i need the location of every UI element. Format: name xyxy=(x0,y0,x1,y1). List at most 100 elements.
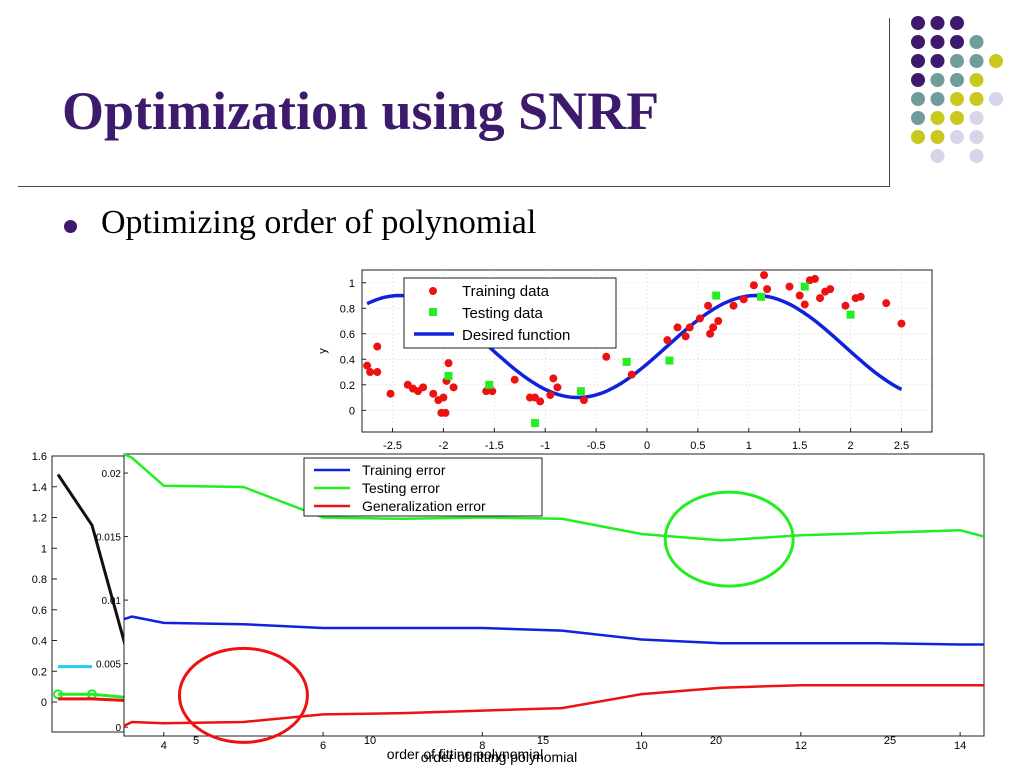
error-series-line xyxy=(123,683,984,727)
data-fit-chart: -2.5 -2 -1.5 -1 -0.5 0 0.5 1 1.5 2 2.5 0 0.2 0.4 0.6 0.… xyxy=(317,269,933,452)
x-tick-label: 1.5 xyxy=(792,440,807,452)
decor-dot xyxy=(930,35,945,49)
decor-dot xyxy=(911,54,925,68)
background-series-line xyxy=(58,692,127,699)
training-data-point xyxy=(510,375,519,384)
training-data-point xyxy=(373,342,382,351)
training-data-point xyxy=(363,361,372,370)
testing-data-point xyxy=(622,357,631,366)
background-x-tick-label: 5 xyxy=(193,735,199,747)
decor-dot xyxy=(950,111,964,125)
training-data-point xyxy=(810,274,819,283)
training-data-point xyxy=(444,359,453,368)
bullet-text: Optimizing order of polynomial xyxy=(101,204,537,241)
decor-dot xyxy=(911,73,925,87)
decor-dot xyxy=(969,111,984,125)
error-vs-order-chart: 0 0.005 0.01 0.015 0.02 4 6 8 10 12 14 order of fit… xyxy=(96,452,985,765)
testing-data-point xyxy=(576,387,585,396)
decor-dot xyxy=(969,35,984,49)
training-data-point xyxy=(695,314,704,323)
testing-data-point xyxy=(444,371,453,380)
training-data-point xyxy=(763,285,772,294)
decor-dot xyxy=(950,130,964,144)
slide-title: Optimization using SNRF xyxy=(62,81,660,141)
x-tick-label: 6 xyxy=(320,740,326,752)
decor-dot xyxy=(930,54,945,68)
legend-testing-label: Testing data xyxy=(462,305,544,322)
training-data-point xyxy=(800,300,809,309)
y-tick-label: 0 xyxy=(41,697,47,709)
decor-dot xyxy=(911,111,925,125)
highlight-ellipse xyxy=(663,490,795,588)
decor-dot xyxy=(930,111,945,125)
training-data-point xyxy=(709,323,718,332)
y-tick-label: 0.8 xyxy=(32,574,47,586)
training-data-point xyxy=(386,389,395,398)
testing-data-point xyxy=(531,419,540,428)
training-data-point xyxy=(366,368,375,377)
legend-box xyxy=(403,277,617,349)
decor-dot xyxy=(989,54,1003,68)
training-data-point xyxy=(685,323,694,332)
testing-data-point xyxy=(712,291,721,300)
training-data-point xyxy=(579,396,588,405)
y-tick-label: 0.02 xyxy=(102,469,122,480)
training-data-point xyxy=(449,383,458,392)
y-tick-label: 0 xyxy=(115,723,121,734)
y-tick-label: 0.005 xyxy=(96,660,121,671)
decor-dot xyxy=(969,149,984,163)
x-tick-label: 12 xyxy=(795,740,807,752)
y-tick-label: 0.015 xyxy=(96,533,121,544)
highlight-ellipse xyxy=(177,646,309,744)
y-axis-label: y xyxy=(317,348,329,354)
legend-label: Training error xyxy=(362,462,446,478)
y-tick-label: 0 xyxy=(349,405,355,417)
y-tick-label: 0.2 xyxy=(340,380,355,392)
y-tick-label: 1 xyxy=(41,543,47,555)
decor-dot xyxy=(950,54,964,68)
training-data-point xyxy=(488,387,497,396)
training-data-point xyxy=(841,301,850,310)
x-tick-label: 2.5 xyxy=(894,440,909,452)
y-tick-label: 1.4 xyxy=(32,482,47,494)
training-data-point xyxy=(441,408,450,417)
y-tick-label: 1.6 xyxy=(32,451,47,463)
training-data-point xyxy=(419,383,428,392)
background-x-tick-label: 10 xyxy=(364,735,376,747)
decor-dot xyxy=(911,130,925,144)
y-tick-label: 0.2 xyxy=(32,666,47,678)
y-tick-label: 0.4 xyxy=(32,636,47,648)
training-data-point xyxy=(549,374,558,383)
decor-dot xyxy=(911,16,925,30)
training-data-point xyxy=(627,370,636,379)
training-data-point xyxy=(681,332,690,341)
training-data-point xyxy=(714,317,723,326)
legend-label: Generalization error xyxy=(362,498,486,514)
training-data-point xyxy=(729,301,738,310)
testing-data-point xyxy=(485,380,494,389)
decor-dot xyxy=(930,92,945,106)
decor-dot xyxy=(969,92,984,106)
decor-dot xyxy=(950,92,964,106)
x-tick-label: 1 xyxy=(746,440,752,452)
testing-data-point xyxy=(846,310,855,319)
background-x-axis-label: order of fitting polynomial xyxy=(387,746,543,762)
x-tick-label: 2 xyxy=(848,440,854,452)
background-x-tick-label: 15 xyxy=(537,735,549,747)
training-data-point xyxy=(536,397,545,406)
decor-dot xyxy=(950,35,964,49)
y-tick-label: 0.01 xyxy=(102,596,122,607)
background-x-tick-label: 25 xyxy=(884,735,896,747)
decor-dot xyxy=(969,130,984,144)
training-data-point xyxy=(882,299,891,308)
x-tick-label: 0 xyxy=(644,440,650,452)
decor-dot xyxy=(969,54,984,68)
error-series-line xyxy=(123,452,985,542)
x-tick-label: 4 xyxy=(161,740,167,752)
training-data-point xyxy=(439,393,448,402)
y-tick-label: 1 xyxy=(349,278,355,290)
x-tick-label: 10 xyxy=(635,740,647,752)
title-vertical-divider xyxy=(889,18,890,186)
training-data-point xyxy=(826,285,835,294)
training-data-point xyxy=(760,271,769,280)
